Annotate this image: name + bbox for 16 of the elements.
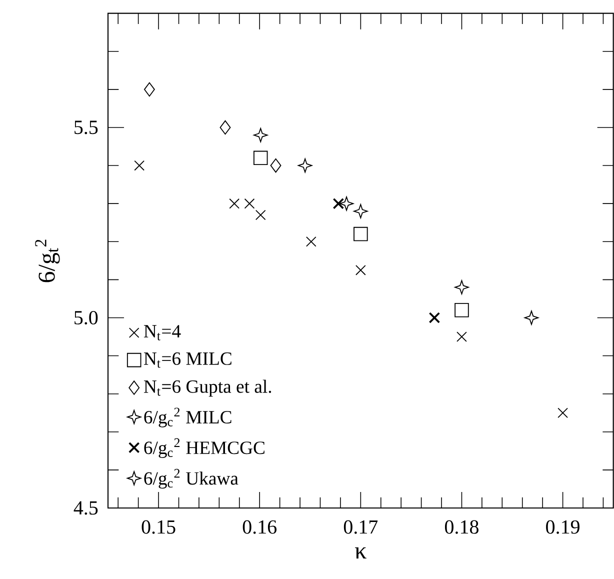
x-axis-title: κ: [355, 548, 366, 559]
x-tick-label: 0.17: [344, 520, 378, 534]
y-tick-label: 4.5: [74, 501, 98, 515]
legend-label: 6/g$_{c}$$^{2}$ Ukawa: [144, 469, 238, 489]
x-tick-label: 0.18: [444, 520, 478, 534]
y-tick-label: 5.5: [74, 120, 98, 134]
legend-label: N$_{t}$=4: [144, 325, 181, 341]
legend-label: 6/g$_{c}$$^{2}$ HEMCGC: [144, 438, 264, 458]
x-tick-label: 0.16: [242, 520, 277, 534]
x-tick-label: 0.19: [546, 520, 580, 534]
legend-label: N$_{t}$=6 MILC: [144, 352, 232, 368]
x-tick-label: 0.15: [142, 520, 176, 534]
y-tick-label: 5.0: [74, 311, 98, 325]
legend-label: 6/g$_{c}$$^{2}$ MILC: [144, 408, 232, 428]
legend-label: N$_{t}$=6 Gupta et al.: [144, 380, 272, 397]
y-axis-title: 6/g$_{t}$2: [35, 240, 60, 282]
